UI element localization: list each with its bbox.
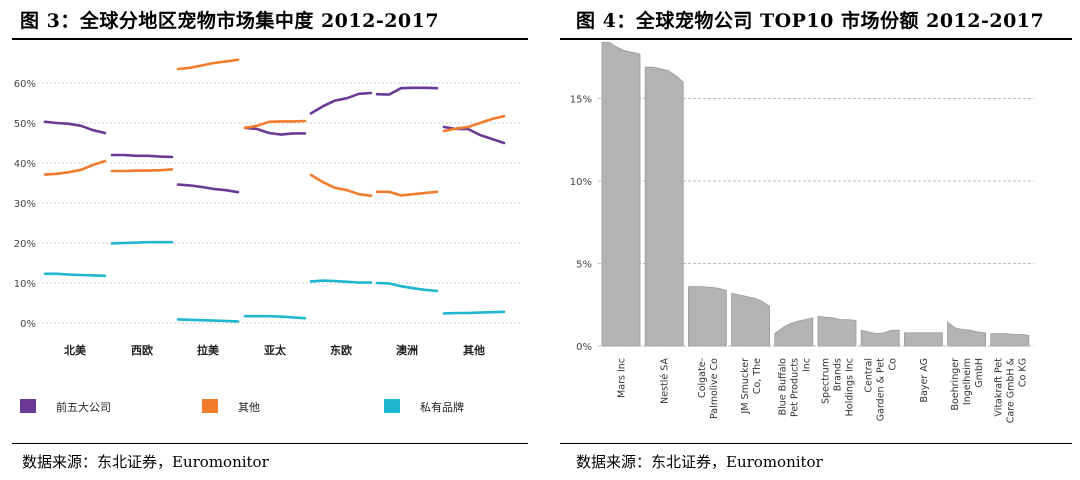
left-title-rule	[12, 38, 528, 40]
left-y-tick-label: 40%	[14, 159, 36, 170]
left-x-category-label: 其他	[463, 343, 485, 357]
category-label-line: Garden & Pet	[876, 358, 887, 422]
legend-swatch	[20, 399, 36, 413]
left-y-tick-label: 60%	[14, 79, 36, 90]
category-label-line: GmbH	[974, 358, 985, 388]
series-line-segment	[442, 310, 506, 315]
left-x-category-label: 拉美	[197, 343, 220, 357]
series-line-segment	[176, 58, 240, 71]
left-y-tick-label: 0%	[20, 319, 36, 330]
category-label-line: Mars Inc	[617, 358, 628, 398]
right-x-category-label: CentralGarden & PetCo	[864, 358, 899, 422]
right-x-category-label: JM SmuckerCo, The	[740, 358, 763, 415]
legend-swatch	[384, 399, 400, 413]
area-segment	[774, 317, 814, 347]
area-segment	[688, 286, 727, 347]
left-y-tick-label: 20%	[14, 239, 36, 250]
legend-label: 前五大公司	[56, 400, 111, 414]
category-label-line: Spectrum	[821, 358, 832, 404]
series-line-segment	[309, 279, 373, 284]
right-y-tick-label: 0%	[576, 342, 592, 353]
left-source-note: 数据来源：东北证券，Euromonitor	[22, 453, 269, 471]
category-label-line: Vitakraft Pet	[993, 358, 1004, 417]
series-line-segment	[176, 183, 240, 194]
right-x-category-label: Mars Inc	[617, 358, 628, 398]
right-source-rule	[560, 443, 1072, 444]
legend-swatch	[202, 399, 218, 413]
category-label-line: Nestlé SA	[660, 358, 671, 404]
left-x-category-label: 西欧	[131, 343, 153, 357]
left-y-tick-label: 30%	[14, 199, 36, 210]
right-figure-panel: 图 4：全球宠物公司 TOP10 市场份额 2012-2017 0% 5% 10% 1…	[548, 0, 1080, 480]
right-y-tick-label: 5%	[576, 260, 592, 271]
category-label-line: Central	[864, 358, 875, 393]
left-y-tick-label: 10%	[14, 279, 36, 290]
right-x-category-label: SpectrumBrandsHoldings Inc	[821, 358, 856, 416]
left-figure-title: 图 3：全球分地区宠物市场集中度 2012-2017	[20, 10, 440, 32]
series-line-segment	[309, 173, 373, 198]
area-segment	[904, 332, 943, 347]
right-source-note: 数据来源：东北证券，Euromonitor	[576, 453, 823, 471]
series-line-segment	[375, 86, 439, 96]
area-segment	[731, 292, 770, 347]
series-line-segment	[176, 318, 240, 323]
series-line-segment	[375, 190, 439, 197]
area-segment	[990, 333, 1030, 347]
right-figure-title: 图 4：全球宠物公司 TOP10 市场份额 2012-2017	[576, 10, 1045, 32]
series-line-segment	[43, 272, 107, 278]
series-line-segment	[110, 153, 174, 159]
category-label-line: Co, The	[752, 358, 763, 394]
category-label-line: Ingelheim	[962, 358, 973, 405]
area-segment	[860, 329, 900, 347]
series-line-segment	[243, 126, 307, 136]
left-figure-panel: 图 3：全球分地区宠物市场集中度 2012-2017 0% 10% 20% 30% 40…	[12, 10, 528, 471]
left-line-chart: 0%10%20%30%40%50%60%北美 西欧 拉美 亚太 东欧 澳洲 其他前五大公司其…	[14, 58, 520, 414]
right-x-category-label: Nestlé SA	[660, 358, 671, 404]
left-x-category-label: 北美	[64, 343, 87, 357]
right-x-category-label: Blue BuffaloPet ProductsInc	[777, 358, 812, 417]
category-label-line: Inc	[801, 358, 812, 372]
right-x-category-label: Vitakraft PetCare GmbH &Co KG	[993, 357, 1028, 423]
left-y-tick-label: 50%	[14, 119, 36, 130]
area-segment	[601, 42, 641, 347]
right-y-tick-label: 10%	[570, 177, 592, 188]
left-x-category-label: 澳洲	[396, 343, 418, 357]
category-label-line: Co	[888, 358, 899, 371]
left-x-category-label: 东欧	[330, 343, 352, 357]
series-line-segment	[43, 159, 107, 176]
left-x-category-label: 亚太	[264, 343, 287, 357]
category-label-line: Co KG	[1017, 358, 1028, 387]
series-line-segment	[43, 120, 107, 135]
right-x-category-label: BoehringerIngelheimGmbH	[950, 358, 985, 411]
area-segment	[644, 66, 684, 347]
series-line-segment	[110, 168, 174, 173]
series-line-segment	[243, 314, 307, 320]
category-label-line: Holdings Inc	[845, 358, 856, 416]
series-line-segment	[243, 119, 307, 130]
category-label-line: Bayer AG	[919, 358, 930, 402]
area-segment	[817, 315, 857, 347]
right-x-category-label: Colgate-Palmolive Co	[697, 358, 720, 419]
left-source-rule	[12, 443, 528, 444]
category-label-line: Care GmbH &	[1005, 357, 1016, 423]
series-line-segment	[309, 91, 373, 115]
right-area-chart: 0% 5% 10% 15% Mars Inc Nestlé SA Colgate-Palmo…	[570, 42, 1034, 423]
legend-label: 私有品牌	[420, 400, 464, 414]
right-title-rule	[560, 38, 1072, 40]
series-line-segment	[375, 281, 439, 293]
right-y-tick-label: 15%	[570, 95, 592, 106]
category-label-line: Brands	[833, 358, 844, 391]
series-line-segment	[442, 114, 506, 133]
category-label-line: Boehringer	[950, 358, 961, 411]
series-line-segment	[110, 240, 174, 245]
category-label-line: Blue Buffalo	[777, 358, 788, 416]
category-label-line: Palmolive Co	[709, 358, 720, 419]
legend-label: 其他	[238, 401, 260, 414]
category-label-line: JM Smucker	[740, 358, 751, 415]
area-segment	[947, 321, 986, 347]
right-x-category-label: Bayer AG	[919, 358, 930, 402]
category-label-line: Colgate-	[697, 358, 708, 398]
category-label-line: Pet Products	[789, 358, 800, 417]
